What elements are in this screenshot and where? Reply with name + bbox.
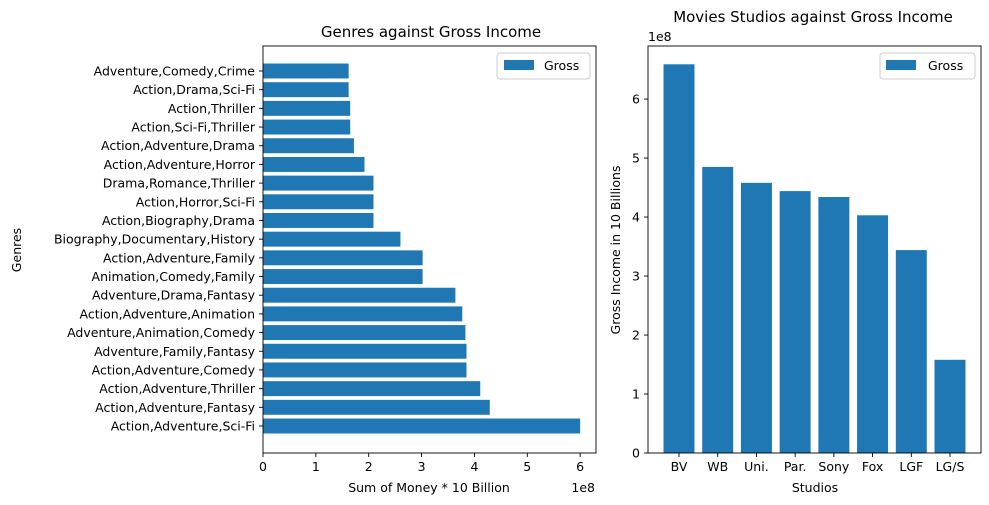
studios-y-offset-label: 1e8 xyxy=(648,29,672,44)
genre-bar xyxy=(263,138,354,154)
genres-x-tick-label: 2 xyxy=(365,459,373,474)
genre-bar xyxy=(263,306,463,322)
studio-bar xyxy=(702,166,734,453)
genre-bar xyxy=(263,175,374,191)
studio-bar xyxy=(740,182,772,453)
studios-y-tick-label: 0 xyxy=(632,446,640,461)
studios-legend-label: Gross xyxy=(928,58,963,73)
studio-bar xyxy=(934,359,966,453)
studios-plot-frame xyxy=(647,45,982,454)
studio-tick-label: WB xyxy=(707,459,728,474)
genre-bar xyxy=(263,194,374,210)
genres-x-tick-label: 3 xyxy=(418,459,426,474)
studios-legend-box xyxy=(879,52,976,80)
studios-legend: Gross xyxy=(879,52,976,80)
genres-legend-box xyxy=(496,52,591,80)
genre-bar xyxy=(263,418,581,434)
studio-tick-label: Par. xyxy=(784,459,807,474)
genres-chart: Genres against Gross Income Sum of Money… xyxy=(9,23,597,495)
genre-tick-label: Action,Drama,Sci-Fi xyxy=(133,82,255,97)
genre-bar xyxy=(263,119,351,135)
genre-bar xyxy=(263,381,481,397)
studios-y-tick-label: 3 xyxy=(632,269,640,284)
genre-tick-label: Action,Adventure,Horror xyxy=(104,157,256,172)
genre-bar xyxy=(263,250,423,266)
genres-x-tick-label: 1 xyxy=(312,459,320,474)
genre-bar xyxy=(263,231,401,247)
studio-tick-label: Fox xyxy=(862,459,883,474)
genre-tick-label: Action,Biography,Drama xyxy=(102,213,255,228)
genre-tick-label: Action,Adventure,Sci-Fi xyxy=(111,419,255,434)
genres-y-axis-title: Genres xyxy=(9,228,24,272)
genres-plot-frame xyxy=(262,45,597,454)
genre-bar xyxy=(263,399,490,415)
genres-x-ticks: 0 1 2 3 4 5 6 xyxy=(259,453,584,474)
studio-bar xyxy=(663,64,695,453)
genre-tick-label: Biography,Documentary,History xyxy=(54,232,256,247)
genres-bars xyxy=(263,63,581,434)
genre-tick-label: Action,Sci-Fi,Thriller xyxy=(131,120,255,135)
genres-y-ticks: Action,Adventure,Sci-Fi Action,Adventure,… xyxy=(54,64,263,434)
genres-x-tick-label: 4 xyxy=(470,459,478,474)
studio-tick-label: BV xyxy=(671,459,688,474)
studios-y-tick-label: 4 xyxy=(632,210,640,225)
genres-x-axis-title: Sum of Money * 10 Billion xyxy=(348,480,510,495)
genre-tick-label: Animation,Comedy,Family xyxy=(92,269,256,284)
genre-tick-label: Action,Adventure,Fantasy xyxy=(95,400,255,415)
genre-tick-label: Action,Adventure,Comedy xyxy=(92,362,256,377)
genre-bar xyxy=(263,362,467,378)
genre-bar xyxy=(263,287,456,303)
studio-bar xyxy=(779,191,811,453)
studios-y-tick-label: 1 xyxy=(632,387,640,402)
studio-tick-label: Sony xyxy=(818,459,850,474)
studio-bar xyxy=(818,197,850,453)
genre-bar xyxy=(263,63,349,79)
genre-bar xyxy=(263,269,423,284)
studios-legend-swatch xyxy=(886,60,916,70)
genres-x-offset-label: 1e8 xyxy=(571,480,595,495)
studios-y-ticks: 0 1 2 3 4 5 6 xyxy=(632,92,648,461)
genres-legend: Gross xyxy=(496,52,591,80)
studios-x-axis-title: Studios xyxy=(792,480,838,495)
genre-bar xyxy=(263,343,467,359)
studios-y-axis-title: Gross Income in 10 Billions xyxy=(608,166,623,335)
genre-tick-label: Adventure,Family,Fantasy xyxy=(94,344,256,359)
genre-tick-label: Action,Adventure,Animation xyxy=(80,306,255,321)
genres-chart-title: Genres against Gross Income xyxy=(321,23,541,41)
genre-bar xyxy=(263,100,351,116)
studios-y-tick-label: 6 xyxy=(632,92,640,107)
genre-tick-label: Action,Adventure,Thriller xyxy=(99,381,256,396)
genre-tick-label: Adventure,Animation,Comedy xyxy=(67,325,256,340)
genre-tick-label: Action,Adventure,Family xyxy=(103,250,256,265)
studio-bar xyxy=(857,215,889,453)
studios-y-tick-label: 2 xyxy=(632,328,640,343)
studios-chart: Movies Studios against Gross Income 1e8 … xyxy=(608,8,982,495)
studio-tick-label: LGF xyxy=(899,459,923,474)
genre-bar xyxy=(263,156,365,172)
studios-bars xyxy=(663,64,966,453)
genres-legend-swatch xyxy=(504,60,534,70)
studios-chart-title: Movies Studios against Gross Income xyxy=(673,8,953,26)
genre-bar xyxy=(263,325,466,341)
genres-x-tick-label: 0 xyxy=(259,459,267,474)
genre-tick-label: Adventure,Comedy,Crime xyxy=(94,64,256,79)
genre-tick-label: Action,Horror,Sci-Fi xyxy=(136,194,255,209)
genres-legend-label: Gross xyxy=(544,58,579,73)
genres-x-tick-label: 6 xyxy=(576,459,584,474)
genre-tick-label: Action,Thriller xyxy=(168,101,256,116)
genres-x-tick-label: 5 xyxy=(523,459,531,474)
studio-tick-label: Uni. xyxy=(744,459,769,474)
studios-x-ticks: BV WB Uni. Par. Sony Fox LGF LG/S xyxy=(671,453,965,474)
studio-bar xyxy=(895,250,927,453)
studio-tick-label: LG/S xyxy=(936,459,965,474)
genre-tick-label: Drama,Romance,Thriller xyxy=(103,176,256,191)
genre-bar xyxy=(263,213,374,228)
genre-tick-label: Adventure,Drama,Fantasy xyxy=(92,288,256,303)
genre-bar xyxy=(263,82,349,98)
studios-y-tick-label: 5 xyxy=(632,151,640,166)
genre-tick-label: Action,Adventure,Drama xyxy=(101,138,255,153)
